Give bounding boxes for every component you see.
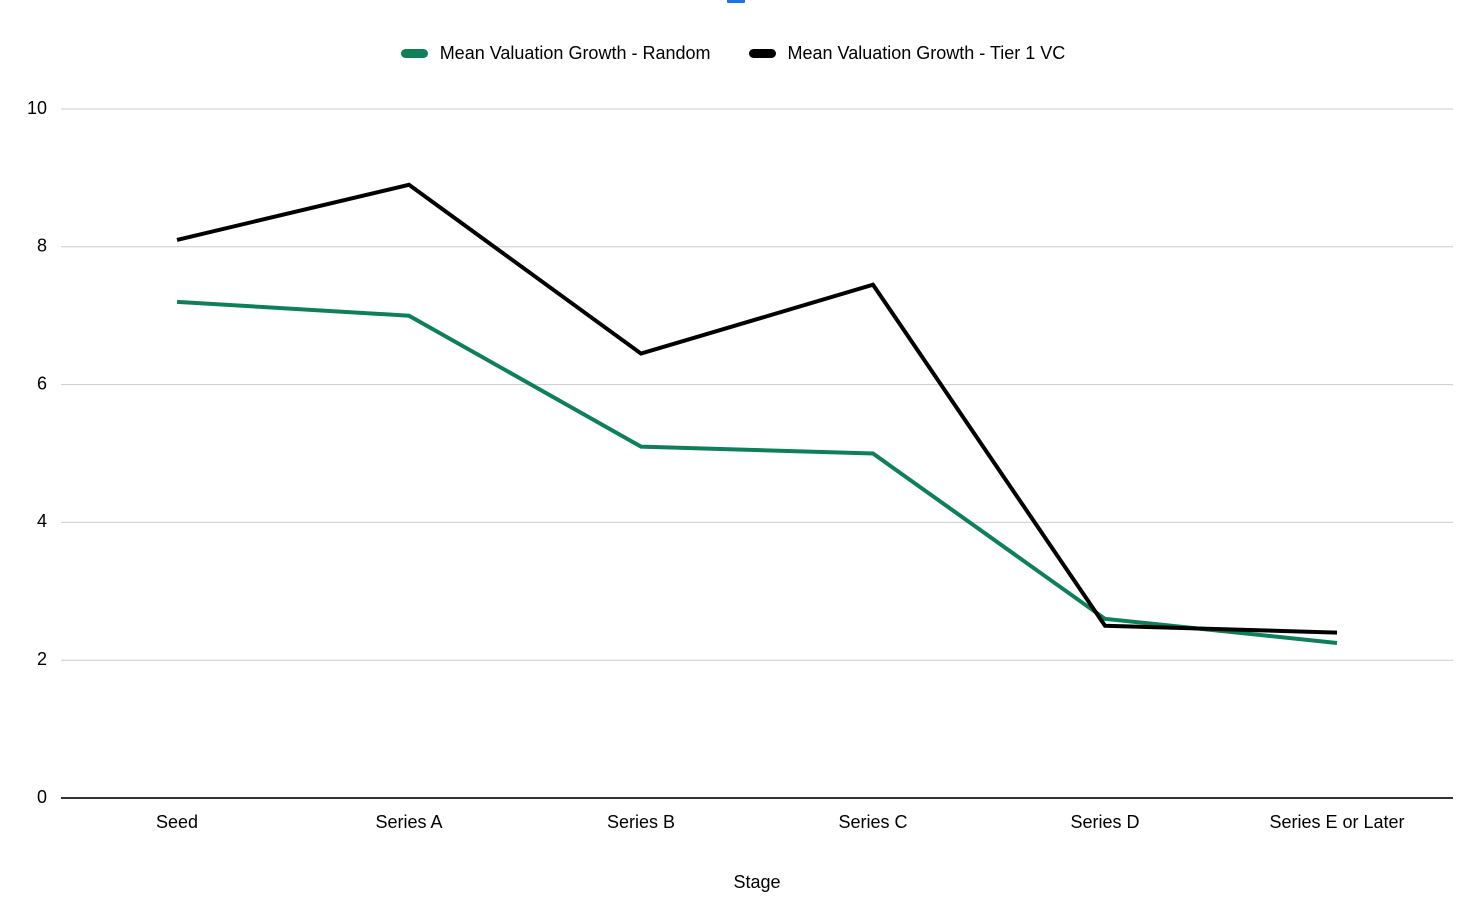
series-line-tier1vc bbox=[176, 182, 1338, 635]
x-category-label: Series C bbox=[838, 812, 907, 832]
legend-swatch-random-icon bbox=[400, 48, 428, 58]
x-category-label: Series D bbox=[1070, 812, 1139, 832]
y-tick-label: 4 bbox=[37, 511, 47, 531]
y-tick-label: 10 bbox=[27, 98, 47, 118]
y-tick-label: 6 bbox=[37, 373, 47, 393]
legend-swatch-tier1vc-icon bbox=[748, 48, 776, 58]
y-tick-label: 2 bbox=[37, 649, 47, 669]
y-tick-label: 0 bbox=[37, 787, 47, 807]
x-category-label: Series E or Later bbox=[1269, 812, 1404, 832]
series-line-random bbox=[176, 299, 1338, 645]
top-blue-indicator bbox=[727, 0, 745, 3]
x-category-label: Series B bbox=[607, 812, 675, 832]
x-axis-title: Stage bbox=[733, 872, 781, 892]
legend-label-tier1vc: Mean Valuation Growth - Tier 1 VC bbox=[787, 42, 1066, 63]
y-tick-label: 8 bbox=[37, 236, 47, 256]
x-category-label: Series A bbox=[375, 812, 442, 832]
legend-item-random[interactable]: Mean Valuation Growth - Random bbox=[400, 42, 711, 64]
x-category-label: Seed bbox=[156, 812, 198, 832]
chart-legend: Mean Valuation Growth - Random Mean Valu… bbox=[0, 38, 1466, 68]
legend-item-tier1vc[interactable]: Mean Valuation Growth - Tier 1 VC bbox=[748, 42, 1066, 64]
legend-label-random: Mean Valuation Growth - Random bbox=[439, 42, 711, 63]
